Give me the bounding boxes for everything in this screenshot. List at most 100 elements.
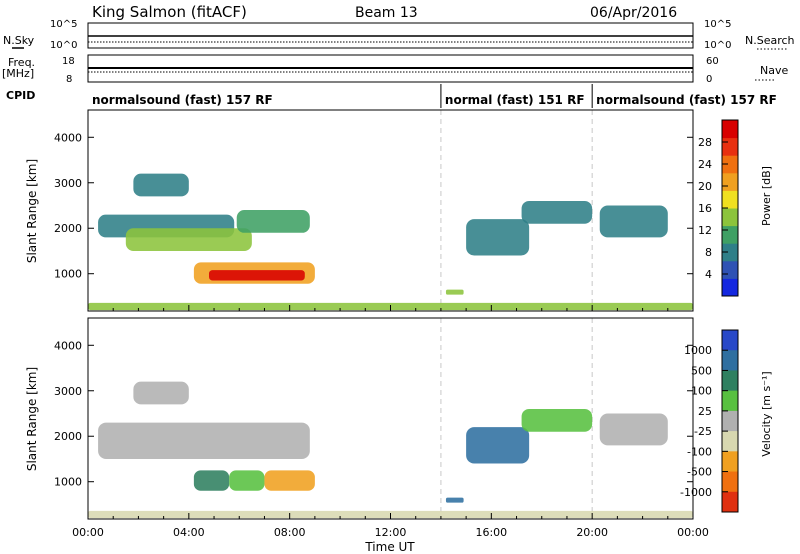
colorbar-swatch: [722, 410, 738, 432]
echo-region: [133, 173, 189, 197]
freq-unit-label: [MHz]: [2, 67, 34, 80]
echo-region: [125, 228, 252, 251]
noise-tick-bottom-right: 10^0: [704, 40, 731, 51]
x-tick-label: 12:00: [375, 526, 407, 539]
colorbar-tick-label: 24: [698, 158, 712, 171]
colorbar-tick-label: 20: [698, 180, 712, 193]
nave-tick-bottom: 0: [706, 74, 712, 85]
echo-region: [445, 497, 464, 503]
velocity-colorbar-label: Velocity [m s⁻¹]: [760, 371, 773, 456]
echo-region: [209, 270, 305, 281]
cpid-bar: normalsound (fast) 157 RF normal (fast) 1…: [92, 84, 777, 108]
velocity-ylabel: Slant Range [km]: [25, 367, 39, 471]
colorbar-swatch: [722, 243, 738, 262]
colorbar-tick-label: -25: [694, 425, 712, 438]
colorbar-swatch: [722, 370, 738, 392]
colorbar-tick-label: -500: [687, 466, 712, 479]
colorbar-tick-label: 12: [698, 224, 712, 237]
echo-region: [193, 470, 230, 491]
colorbar-swatch: [722, 451, 738, 473]
xlabel: Time UT: [364, 540, 415, 554]
echo-region: [264, 470, 315, 491]
power-y-tick-label: 4000: [54, 131, 82, 144]
status-traces: [88, 35, 693, 73]
colorbar-swatch: [722, 120, 738, 139]
colorbar-swatch: [722, 278, 738, 297]
colorbar-tick-label: -100: [687, 445, 712, 458]
x-tick-label: 00:00: [677, 526, 709, 539]
velocity-y-tick-label: 4000: [54, 339, 82, 352]
colorbar-swatch: [722, 350, 738, 371]
x-tick-label: 08:00: [274, 526, 306, 539]
colorbar-swatch: [722, 260, 738, 279]
colorbar-tick-label: 25: [698, 405, 712, 418]
echo-region: [599, 413, 668, 446]
colorbar-tick-label: 28: [698, 136, 712, 149]
colorbar-tick-label: -1000: [680, 486, 712, 499]
x-tick-label: 00:00: [72, 526, 104, 539]
echo-region: [98, 422, 310, 459]
colorbar-swatch: [722, 390, 738, 412]
echo-region: [466, 427, 530, 464]
colorbar-tick-label: 1000: [684, 344, 712, 357]
x-tick-label: 04:00: [173, 526, 205, 539]
colorbar-swatch: [722, 172, 738, 191]
beam-label: Beam 13: [355, 5, 418, 21]
power-y-tick-label: 1000: [54, 268, 82, 281]
velocity-y-tick-label: 3000: [54, 385, 82, 398]
nave-tick-top: 60: [706, 56, 719, 67]
date-label: 06/Apr/2016: [590, 5, 677, 21]
echo-region: [133, 381, 189, 405]
colorbar-frame: [721, 329, 739, 513]
power-y-tick-label: 3000: [54, 177, 82, 190]
power-colorbar: 4 8 12 16 20 24 28: [698, 119, 739, 297]
velocity-colorbar: 1000 500 100 25 -25 -100 -500 -1000: [680, 329, 739, 513]
colorbar-swatch: [722, 155, 738, 174]
velocity-y-tick-label: 2000: [54, 430, 82, 443]
freq-label: Freq.: [8, 56, 35, 69]
cpid-label: CPID: [6, 89, 35, 102]
power-ylabel: Slant Range [km]: [25, 159, 39, 263]
cpid-segment-label: normal (fast) 151 RF: [445, 93, 585, 107]
nave-label: Nave: [760, 64, 788, 77]
axis-ticks: 1000 2000 3000 4000 1000 2000 3000 4000 00:00 04:…: [54, 131, 709, 539]
colorbar-tick-label: 4: [705, 268, 712, 281]
cpid-segment-label: normalsound (fast) 157 RF: [92, 93, 273, 107]
colorbar-swatch: [722, 190, 738, 209]
echo-region: [466, 219, 530, 256]
x-tick-label: 20:00: [576, 526, 608, 539]
noise-tick-bottom: 10^0: [50, 40, 77, 51]
colorbar-tick-label: 500: [691, 364, 712, 377]
colorbar-tick-label: 8: [705, 246, 712, 259]
colorbar-swatch: [722, 137, 738, 156]
echo-region: [445, 289, 464, 295]
colorbar-swatch: [722, 431, 738, 452]
plot-title: King Salmon (fitACF): [92, 3, 247, 21]
colorbar-tick-label: 16: [698, 202, 712, 215]
cpid-segment-label: normalsound (fast) 157 RF: [596, 93, 777, 107]
nsearch-label: N.Search: [745, 34, 795, 47]
noise-tick-top-right: 10^5: [704, 19, 731, 30]
nsky-label: N.Sky: [3, 34, 35, 47]
colorbar-swatch: [722, 225, 738, 244]
colorbar-swatch: [722, 208, 738, 227]
noise-tick-top: 10^5: [50, 19, 77, 30]
echo-region: [229, 470, 265, 491]
velocity-y-tick-label: 1000: [54, 476, 82, 489]
x-tick-label: 16:00: [475, 526, 507, 539]
freq-tick-top: 18: [62, 56, 75, 67]
echo-region: [599, 205, 668, 238]
freq-tick-bottom: 8: [66, 74, 72, 85]
power-colorbar-label: Power [dB]: [760, 166, 773, 226]
colorbar-tick-label: 100: [691, 385, 712, 398]
colorbar-swatch: [722, 471, 738, 493]
velocity-panel: [88, 318, 693, 519]
echo-region: [236, 210, 310, 233]
echo-region: [521, 408, 593, 432]
colorbar-swatch: [722, 330, 738, 351]
echo-region: [521, 200, 593, 224]
power-panel: [88, 110, 693, 311]
power-y-tick-label: 2000: [54, 222, 82, 235]
colorbar-swatch: [722, 491, 738, 513]
